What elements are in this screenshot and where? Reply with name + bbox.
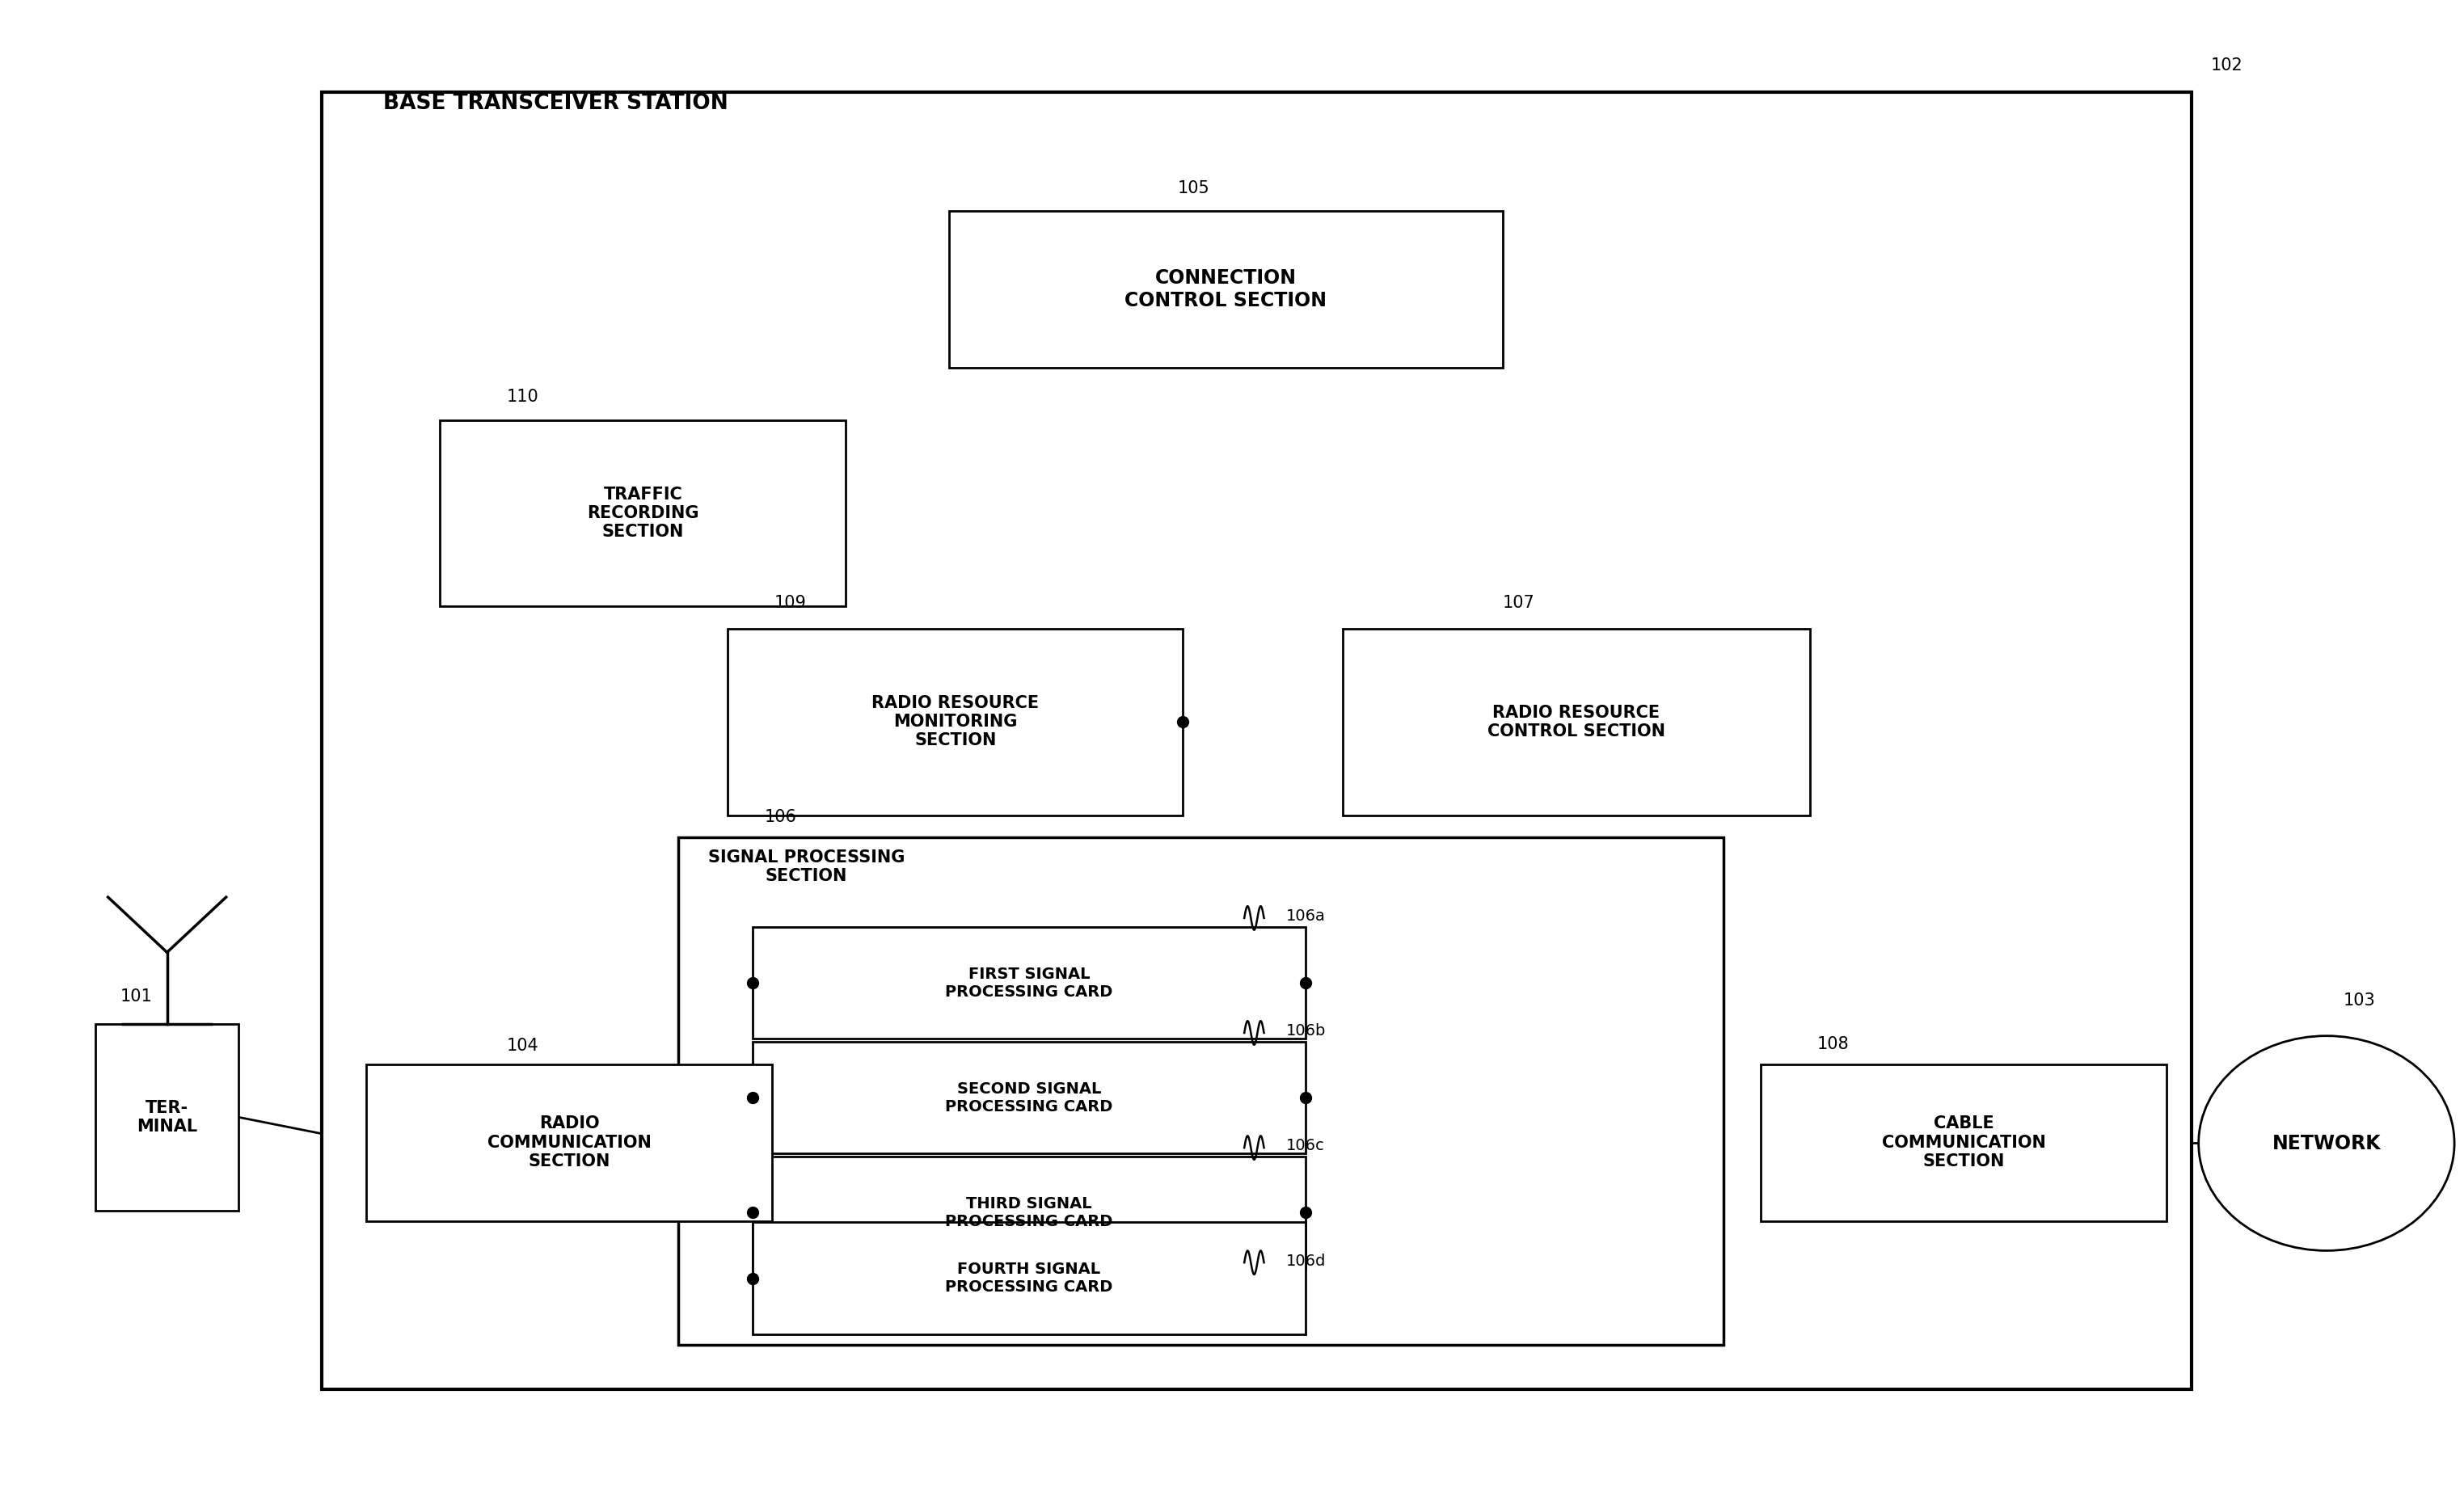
- Text: 106c: 106c: [1286, 1138, 1326, 1153]
- FancyBboxPatch shape: [1343, 628, 1811, 815]
- FancyBboxPatch shape: [678, 838, 1725, 1345]
- Text: 106a: 106a: [1286, 908, 1326, 925]
- Text: 105: 105: [1178, 180, 1210, 196]
- Text: SECOND SIGNAL
PROCESSING CARD: SECOND SIGNAL PROCESSING CARD: [946, 1082, 1114, 1115]
- Text: RADIO
COMMUNICATION
SECTION: RADIO COMMUNICATION SECTION: [488, 1116, 650, 1170]
- FancyBboxPatch shape: [752, 1222, 1306, 1334]
- FancyBboxPatch shape: [752, 1041, 1306, 1153]
- Text: NETWORK: NETWORK: [2272, 1134, 2380, 1153]
- Text: BASE TRANSCEIVER STATION: BASE TRANSCEIVER STATION: [384, 93, 729, 114]
- Text: TER-
MINAL: TER- MINAL: [136, 1100, 197, 1134]
- FancyBboxPatch shape: [752, 1156, 1306, 1269]
- Text: 107: 107: [1503, 594, 1535, 610]
- Text: CONNECTION
CONTROL SECTION: CONNECTION CONTROL SECTION: [1124, 268, 1328, 310]
- Text: 104: 104: [508, 1038, 540, 1053]
- Text: 101: 101: [121, 989, 153, 1004]
- Text: THIRD SIGNAL
PROCESSING CARD: THIRD SIGNAL PROCESSING CARD: [946, 1195, 1114, 1230]
- FancyBboxPatch shape: [752, 928, 1306, 1038]
- FancyBboxPatch shape: [949, 211, 1503, 368]
- FancyBboxPatch shape: [441, 420, 845, 606]
- Text: 102: 102: [2210, 58, 2242, 73]
- Text: RADIO RESOURCE
MONITORING
SECTION: RADIO RESOURCE MONITORING SECTION: [872, 696, 1040, 748]
- Text: FIRST SIGNAL
PROCESSING CARD: FIRST SIGNAL PROCESSING CARD: [946, 966, 1114, 999]
- Text: FOURTH SIGNAL
PROCESSING CARD: FOURTH SIGNAL PROCESSING CARD: [946, 1261, 1114, 1296]
- Text: 106d: 106d: [1286, 1254, 1326, 1269]
- Text: RADIO RESOURCE
CONTROL SECTION: RADIO RESOURCE CONTROL SECTION: [1488, 705, 1666, 739]
- FancyBboxPatch shape: [96, 1023, 239, 1210]
- Text: 106: 106: [764, 809, 796, 826]
- FancyBboxPatch shape: [367, 1064, 771, 1221]
- Text: 106b: 106b: [1286, 1023, 1326, 1038]
- Text: 103: 103: [2343, 993, 2375, 1008]
- Text: CABLE
COMMUNICATION
SECTION: CABLE COMMUNICATION SECTION: [1882, 1116, 2045, 1170]
- Text: 109: 109: [774, 594, 806, 610]
- Ellipse shape: [2198, 1035, 2454, 1251]
- FancyBboxPatch shape: [1762, 1064, 2166, 1221]
- Text: SIGNAL PROCESSING
SECTION: SIGNAL PROCESSING SECTION: [707, 850, 904, 884]
- Text: TRAFFIC
RECORDING
SECTION: TRAFFIC RECORDING SECTION: [586, 486, 700, 540]
- FancyBboxPatch shape: [727, 628, 1183, 815]
- Text: 110: 110: [508, 389, 540, 405]
- Text: 108: 108: [1818, 1037, 1850, 1052]
- FancyBboxPatch shape: [323, 91, 2190, 1390]
